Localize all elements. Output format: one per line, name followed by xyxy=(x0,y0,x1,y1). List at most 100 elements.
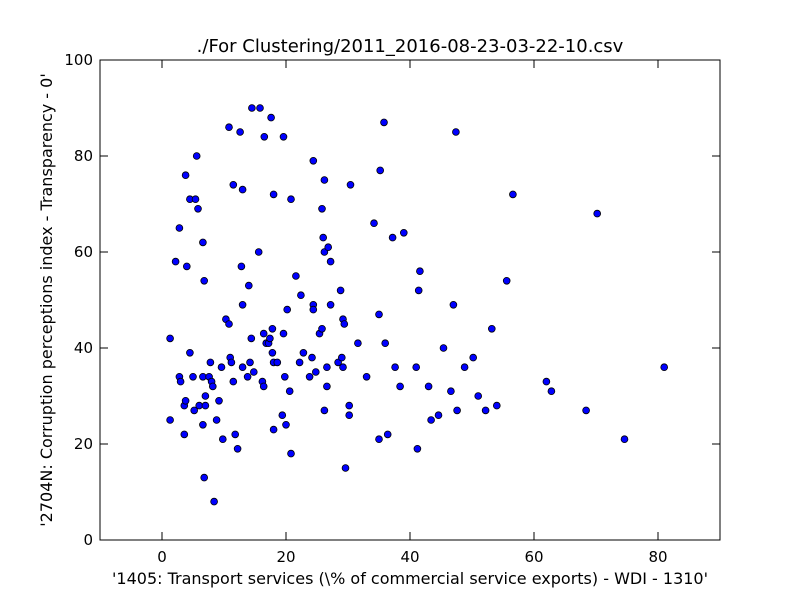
data-point xyxy=(308,353,316,362)
data-point xyxy=(280,372,289,381)
data-point xyxy=(447,387,455,396)
data-point xyxy=(225,320,233,328)
data-point xyxy=(309,305,318,314)
chart-title: ./For Clustering/2011_2016-08-23-03-22-1… xyxy=(197,36,624,57)
data-point xyxy=(460,363,469,372)
data-point xyxy=(346,181,355,189)
data-point xyxy=(283,305,292,314)
data-point xyxy=(593,209,601,218)
data-point xyxy=(201,392,210,400)
data-point xyxy=(225,123,233,131)
data-point xyxy=(246,358,254,367)
data-point xyxy=(278,411,287,420)
data-point xyxy=(176,377,185,386)
data-point xyxy=(370,219,378,228)
data-point xyxy=(238,185,247,194)
data-point xyxy=(194,205,202,213)
data-point xyxy=(469,353,478,362)
data-point xyxy=(215,396,223,405)
data-point xyxy=(259,329,268,338)
data-point xyxy=(282,420,290,429)
data-point xyxy=(166,416,174,424)
data-point xyxy=(375,435,383,444)
x-tick-label: 0 xyxy=(157,548,167,566)
data-point xyxy=(199,372,207,381)
data-point xyxy=(324,243,333,252)
data-point xyxy=(219,435,227,444)
data-point xyxy=(380,118,388,127)
data-point xyxy=(337,353,346,362)
data-point xyxy=(396,382,404,391)
data-point xyxy=(189,372,197,381)
data-point xyxy=(582,406,590,415)
y-tick-label: 20 xyxy=(74,435,93,453)
data-point xyxy=(492,401,501,410)
data-point xyxy=(175,224,184,232)
data-point xyxy=(238,363,247,372)
data-point xyxy=(254,248,263,256)
data-point xyxy=(376,166,385,175)
data-point xyxy=(229,181,238,189)
y-axis-label: '2704N: Corruption perceptions index - T… xyxy=(37,73,56,526)
data-point xyxy=(299,348,308,357)
x-tick-label: 80 xyxy=(648,548,667,566)
data-point xyxy=(279,133,288,141)
data-point xyxy=(237,262,246,271)
data-point xyxy=(267,113,275,122)
data-point xyxy=(231,430,240,439)
data-point xyxy=(279,329,288,338)
y-tick-label: 80 xyxy=(74,147,93,165)
data-point xyxy=(269,425,278,434)
data-point xyxy=(269,190,278,199)
data-point xyxy=(345,401,354,410)
data-point xyxy=(412,363,421,372)
data-point xyxy=(195,401,204,410)
data-point xyxy=(620,435,629,444)
data-point xyxy=(323,363,331,372)
data-point xyxy=(245,281,253,290)
data-point xyxy=(326,257,335,266)
data-point xyxy=(424,382,433,391)
data-point xyxy=(413,444,422,453)
data-point xyxy=(166,334,174,343)
y-tick-label: 100 xyxy=(64,51,93,69)
data-point xyxy=(181,171,190,180)
data-point xyxy=(502,276,511,285)
y-tick-label: 40 xyxy=(74,339,93,357)
data-point xyxy=(320,176,329,184)
data-point xyxy=(229,377,238,386)
data-point xyxy=(362,372,371,381)
data-point xyxy=(209,382,217,391)
data-point xyxy=(449,300,458,309)
data-point xyxy=(217,363,226,372)
data-point xyxy=(339,363,347,372)
data-point xyxy=(318,205,326,213)
data-point xyxy=(323,382,331,391)
data-point xyxy=(414,286,423,295)
data-point xyxy=(200,473,209,482)
data-point xyxy=(268,324,277,333)
data-point xyxy=(191,195,200,204)
data-point xyxy=(248,104,256,112)
data-point xyxy=(206,358,215,367)
x-tick-label: 20 xyxy=(276,548,295,566)
data-point xyxy=(452,128,460,136)
data-point xyxy=(212,416,221,424)
data-point xyxy=(268,348,277,357)
data-point xyxy=(287,449,295,458)
data-point xyxy=(388,233,397,242)
data-point xyxy=(192,152,201,160)
data-point xyxy=(238,300,247,309)
y-tick-label: 60 xyxy=(74,243,93,261)
data-point xyxy=(326,300,335,309)
data-point xyxy=(236,128,244,136)
data-point xyxy=(320,406,329,415)
data-point xyxy=(247,334,256,343)
data-point xyxy=(190,406,199,415)
data-point xyxy=(416,267,424,276)
data-point xyxy=(311,368,320,376)
y-axis-ticks: 0 20 40 60 80 100 xyxy=(64,51,720,549)
data-point xyxy=(336,286,345,295)
